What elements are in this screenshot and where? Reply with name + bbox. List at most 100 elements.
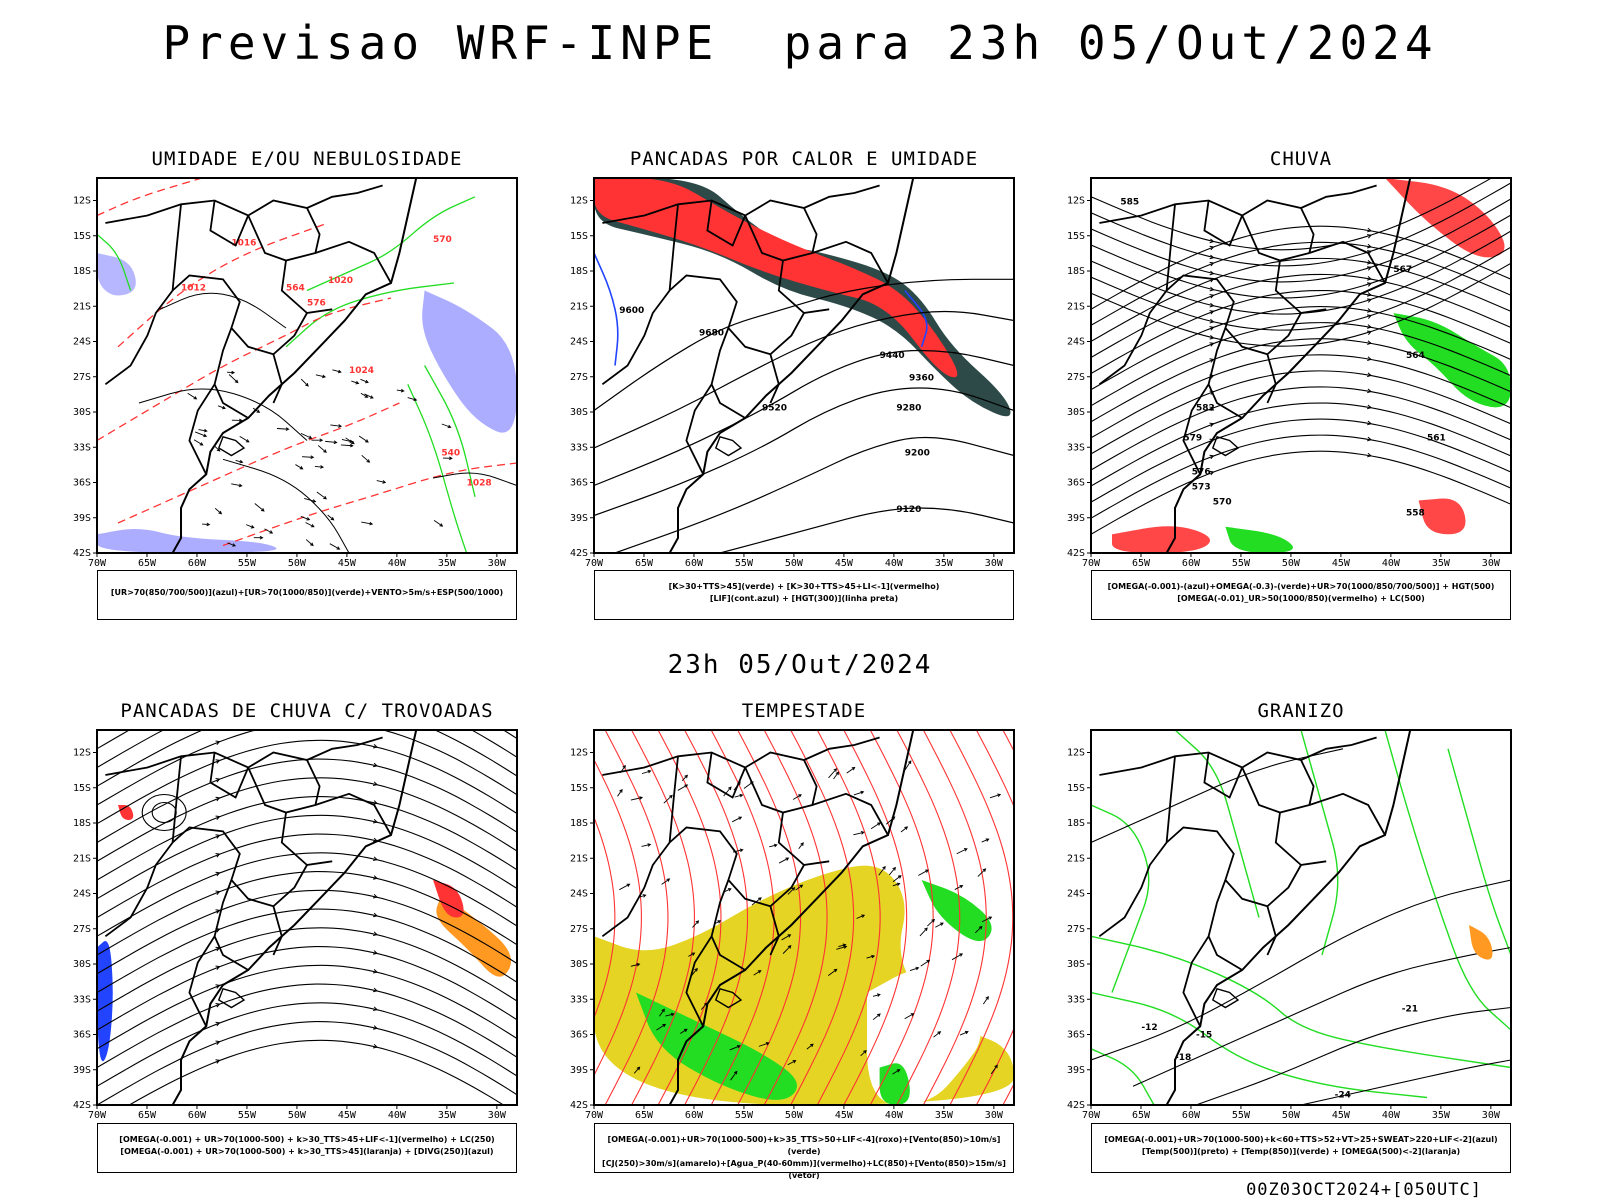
lifted-index-blue-contour-0 [594, 252, 619, 366]
pressure-contour-2 [222, 458, 350, 553]
height-500-contour-arrow [1367, 388, 1373, 394]
lat-tick-label: 21S [570, 301, 588, 312]
wind-vector [892, 875, 902, 883]
wind-vector [231, 483, 243, 488]
legend-line: [OMEGA(-0.001) + UR>70(1000-500) + k>30_… [119, 1135, 495, 1144]
height-500-contour-7 [1091, 225, 1511, 310]
height-500-contour-0 [1091, 178, 1493, 251]
lat-tick-label: 42S [1067, 548, 1085, 559]
pressure-contour-0 [159, 292, 287, 329]
state-border [1098, 756, 1176, 938]
contour-label: -18 [1175, 1053, 1191, 1063]
height-500-contour-arrow [1209, 270, 1215, 276]
thickness-red-contour-3 [97, 178, 203, 217]
temp-500-contour-2 [1195, 1006, 1511, 1105]
wind-vector [433, 519, 444, 527]
streamline-250-arrow [216, 628, 220, 632]
wind-vector [892, 882, 901, 887]
wind-vector [951, 953, 964, 961]
lon-tick-label: 50W [288, 558, 307, 569]
state-border [1266, 354, 1277, 404]
wind-vector [918, 869, 929, 876]
lat-tick-label: 36S [570, 1030, 588, 1041]
legend-line: [OMEGA(-0.001)+UR>70(1000-500)+k>35_TTS>… [607, 1135, 1001, 1156]
lat-tick-label: 30S [73, 407, 91, 418]
state-border [272, 354, 283, 404]
lagoon [217, 987, 246, 1009]
lon-tick-label: 50W [1282, 1110, 1301, 1121]
wind-vector [227, 542, 237, 547]
wind-vector [909, 966, 920, 971]
wind-vector [340, 443, 354, 448]
wind-vector [729, 1045, 741, 1051]
map-panel-1: 9680 9600 9520 9440 9360 9280 9200 9120 12S 15S 18… [570, 177, 1015, 569]
wind-vector [194, 431, 208, 438]
lon-tick-label: 60W [685, 558, 704, 569]
height-500-contour-arrow [1367, 308, 1373, 313]
contour-label: 564 [286, 284, 305, 294]
lon-tick-label: 45W [1332, 1110, 1351, 1121]
lat-tick-label: 21S [1067, 853, 1085, 864]
streamline-850-15 [949, 730, 1014, 1105]
temp-850-green-contour-1 [1174, 730, 1260, 918]
streamline-250-arrow [215, 890, 221, 895]
map-frame [593, 729, 1015, 1106]
humidity-green-contour-2 [407, 384, 468, 553]
panel-title-4: TEMPESTADE [741, 700, 867, 722]
lagoon [1211, 435, 1240, 457]
wind-vector [364, 393, 374, 399]
rain-green-area-south [1225, 526, 1293, 553]
temp-850-green-contour-2 [1300, 730, 1339, 956]
lat-tick-label: 36S [570, 478, 588, 489]
lon-tick-label: 35W [438, 558, 457, 569]
streamline-850-7 [737, 730, 802, 1105]
humidity-blue-area [422, 290, 517, 433]
anticyclone-streamline [141, 793, 187, 832]
lat-tick-label: 36S [73, 1030, 91, 1041]
state-border [669, 826, 830, 908]
height-500-contour-arrow [1209, 302, 1215, 308]
humidity-blue-area-west [97, 253, 136, 296]
wind-vector [228, 374, 239, 384]
temp-850-green-contour-5 [1091, 991, 1428, 1099]
height-500-contour-arrow [1209, 406, 1215, 411]
wind-vector [904, 1013, 915, 1020]
wind-vector [787, 887, 796, 895]
height-500-contour-2 [1091, 198, 1511, 283]
height-500-contour-arrow [1367, 404, 1373, 410]
temp-500-contour-3 [1300, 1059, 1511, 1105]
height-500-contour-arrow [1367, 340, 1373, 345]
state-border [280, 260, 308, 314]
height-500-contour-arrow [1366, 266, 1372, 271]
lat-tick-label: 42S [73, 548, 91, 559]
streamline-250-arrow [372, 1043, 379, 1049]
streamline-250-arrow [215, 984, 221, 989]
state-border [685, 383, 713, 475]
state-border [105, 736, 383, 776]
lat-tick-label: 33S [570, 994, 588, 1005]
streamline-850-6 [710, 730, 775, 1105]
wind-vector [853, 831, 865, 836]
thickness-red-contour-0 [97, 297, 392, 442]
lon-tick-label: 70W [1082, 1110, 1101, 1121]
state-border [803, 759, 818, 806]
lat-tick-label: 27S [1067, 924, 1085, 935]
convective-red-area [594, 178, 958, 378]
run-label: 00Z03OCT2024+[050UTC] [1246, 1180, 1482, 1200]
streamline-250-arrow [372, 743, 379, 749]
rain-red-area-south [1112, 526, 1210, 553]
wind-vector [317, 445, 327, 453]
lat-tick-label: 42S [73, 1100, 91, 1111]
wind-vector [187, 392, 198, 400]
wind-vector [245, 524, 255, 529]
lon-tick-label: 30W [1482, 558, 1501, 569]
map-content [594, 730, 1014, 1105]
streamline-250-16 [97, 908, 517, 993]
lon-tick-label: 45W [338, 558, 357, 569]
lon-tick-label: 55W [735, 1110, 754, 1121]
streamline-250-arrow [372, 912, 379, 918]
legend-box-4: [OMEGA(-0.001)+UR>70(1000-500)+k>35_TTS>… [594, 1123, 1014, 1180]
height-500-contour-1 [1091, 182, 1511, 267]
height-500-contour-arrow [1366, 314, 1372, 319]
